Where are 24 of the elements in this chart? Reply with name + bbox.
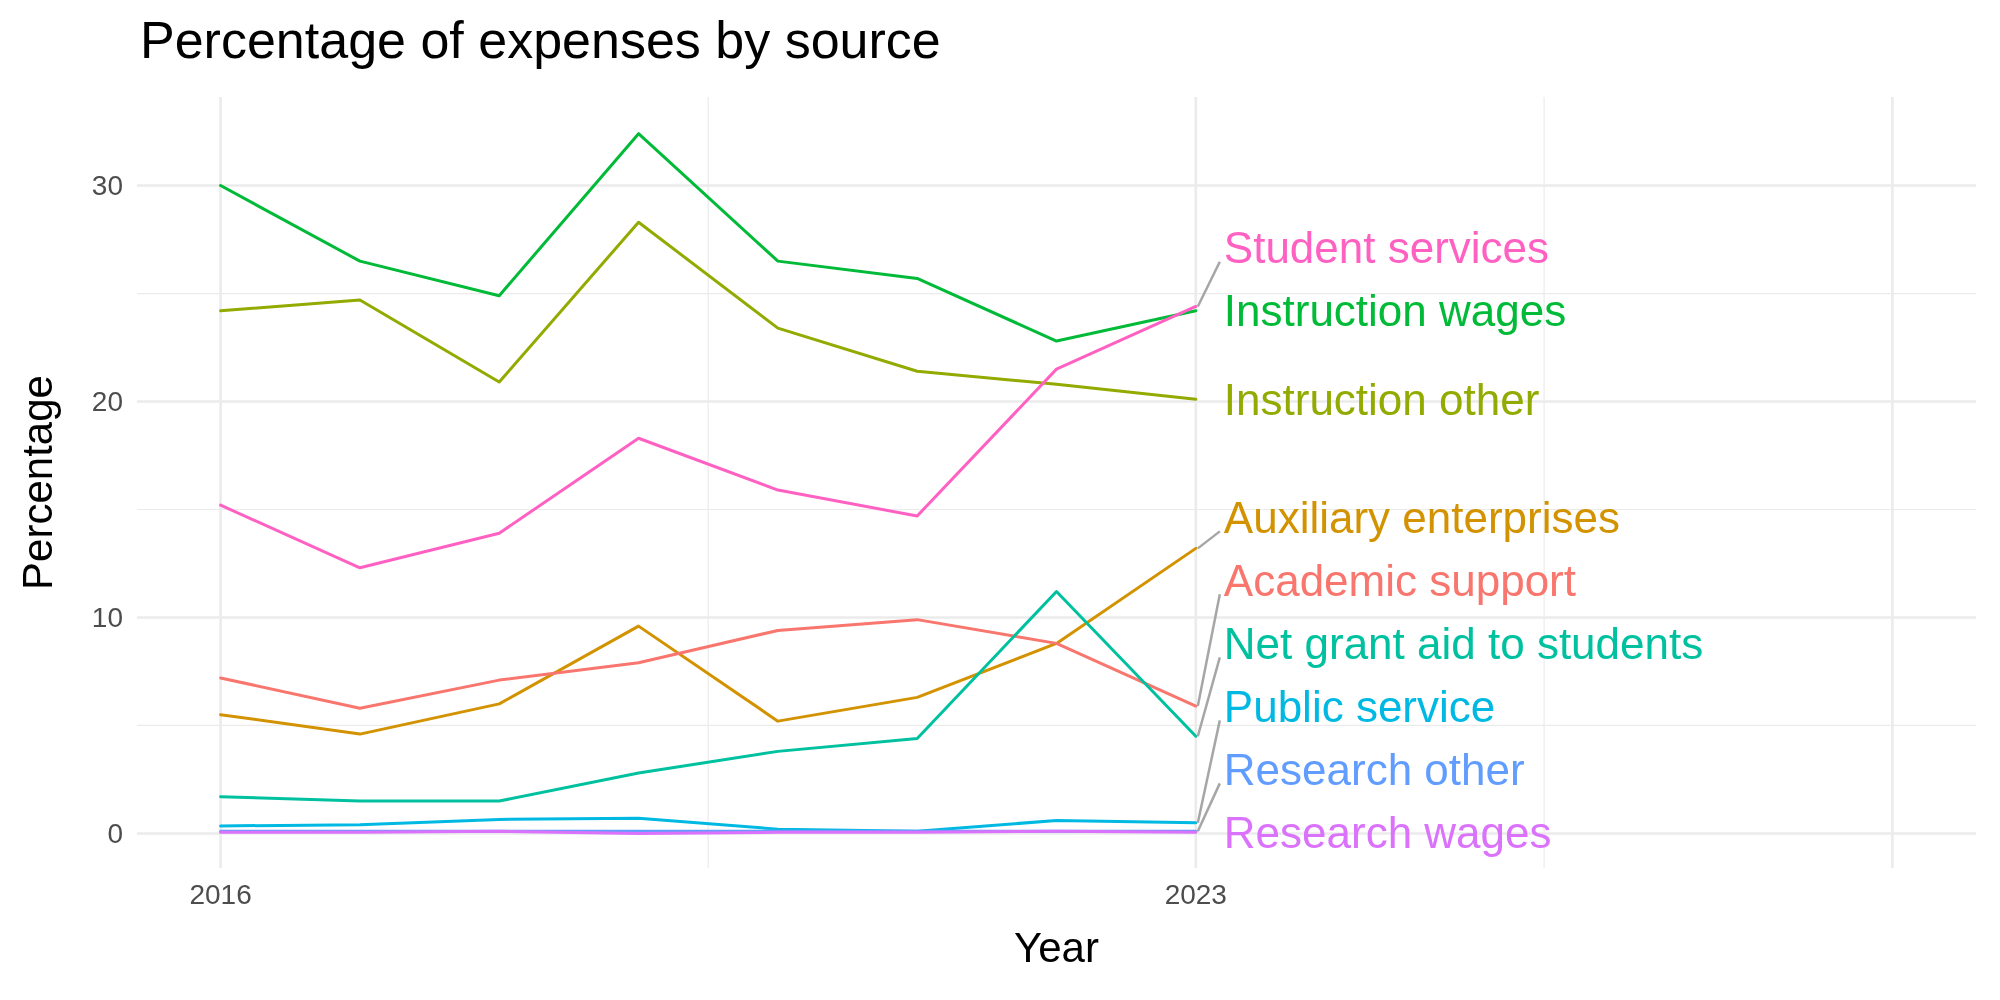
y-tick-label: 20 bbox=[91, 386, 123, 418]
series-label: Research wages bbox=[1223, 807, 1552, 857]
series-label: Research other bbox=[1223, 744, 1525, 794]
chart-title: Percentage of expenses by source bbox=[140, 11, 941, 69]
series-label: Instruction wages bbox=[1223, 286, 1567, 336]
line-series bbox=[219, 132, 1198, 343]
x-axis-title: Year bbox=[1014, 924, 1099, 971]
x-tick-label: 2016 bbox=[189, 879, 252, 910]
line-series bbox=[219, 618, 1198, 710]
series-label: Auxiliary enterprises bbox=[1223, 492, 1620, 542]
line-series bbox=[219, 546, 1198, 736]
series-label: Net grant aid to students bbox=[1223, 618, 1704, 668]
y-axis-title: Percentage bbox=[14, 375, 61, 590]
y-tick-label: 10 bbox=[91, 602, 123, 634]
text: Academic support bbox=[1223, 555, 1576, 605]
series-label: Instruction other bbox=[1223, 374, 1540, 424]
y-tick-label: 0 bbox=[107, 818, 123, 850]
series-label: Student services bbox=[1223, 223, 1550, 273]
text: Public service bbox=[1223, 681, 1496, 731]
y-tick-label: 30 bbox=[91, 170, 123, 202]
line-series bbox=[219, 590, 1198, 803]
line-series bbox=[219, 304, 1198, 570]
line-series bbox=[219, 220, 1198, 401]
x-tick-label: 2023 bbox=[1164, 879, 1227, 910]
